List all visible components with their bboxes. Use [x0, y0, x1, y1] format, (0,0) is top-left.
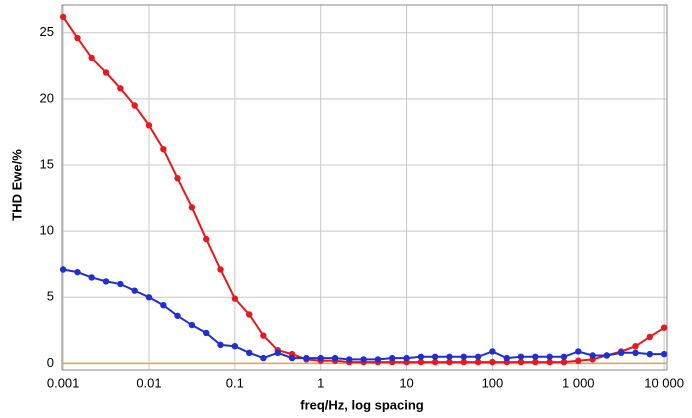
data-point [74, 34, 81, 42]
data-point [489, 348, 496, 355]
x-tick-label: 0.001 [47, 375, 80, 390]
x-tick-label: 0.1 [226, 375, 244, 390]
series-line [62, 268, 665, 361]
x-tick-label: 10 [399, 375, 413, 390]
data-point [575, 357, 582, 364]
data-point [274, 349, 281, 357]
data-point [589, 352, 596, 359]
data-point [145, 122, 153, 129]
data-point [117, 280, 124, 288]
x-tick-label: 1 000 [562, 375, 595, 390]
data-point [446, 353, 453, 360]
y-tick-label: 0 [47, 355, 54, 370]
data-point [417, 353, 425, 360]
data-point [460, 358, 467, 366]
data-point [59, 266, 67, 273]
data-point [489, 358, 496, 366]
data-point [260, 332, 267, 339]
data-point [231, 342, 239, 350]
data-point [431, 358, 439, 366]
data-point [160, 145, 167, 153]
data-point [532, 353, 539, 360]
data-point [188, 321, 196, 329]
data-point [446, 358, 453, 366]
data-point [603, 352, 611, 359]
data-point [646, 333, 654, 341]
data-point [246, 349, 253, 357]
y-axis-label: THD Ewe/% [9, 149, 24, 221]
data-point [503, 354, 510, 362]
data-point [117, 85, 124, 92]
data-point [88, 54, 95, 62]
y-tick-label: 5 [47, 289, 54, 304]
x-tick-label: 1 [317, 375, 324, 390]
data-point [517, 353, 525, 360]
data-point [617, 349, 625, 357]
data-point [474, 353, 482, 360]
data-point [560, 358, 568, 366]
data-point [403, 354, 410, 362]
x-tick-label: 10 000 [644, 375, 684, 390]
data-point [303, 354, 310, 362]
data-point [660, 350, 668, 358]
x-tick-label: 100 [482, 375, 504, 390]
data-point [632, 342, 639, 350]
data-point [102, 278, 110, 285]
data-point [317, 354, 324, 362]
data-point [203, 235, 210, 243]
data-point [575, 348, 582, 355]
data-point [660, 324, 668, 331]
data-point [88, 274, 95, 281]
data-point [246, 311, 253, 318]
data-point [331, 354, 339, 362]
data-point [546, 353, 553, 360]
data-point [145, 294, 153, 301]
data-point [131, 102, 138, 109]
y-tick-label: 10 [40, 223, 54, 238]
data-point [532, 358, 539, 366]
data-point [346, 356, 353, 363]
data-point [474, 358, 482, 366]
data-point [646, 350, 654, 358]
data-point [188, 204, 196, 211]
data-point [131, 287, 138, 294]
series-line [62, 16, 665, 364]
data-point [217, 341, 224, 349]
x-axis-label: freq/Hz, log spacing [300, 397, 424, 412]
data-point [632, 349, 639, 357]
y-tick-label: 20 [40, 90, 54, 105]
data-point [460, 353, 467, 360]
data-point [389, 354, 396, 362]
data-point [217, 266, 224, 273]
data-point [431, 353, 439, 360]
data-point [374, 356, 382, 363]
data-point [160, 301, 167, 309]
data-point [203, 329, 210, 337]
plot-frame [61, 4, 668, 371]
data-point [231, 295, 239, 302]
data-point [174, 312, 181, 319]
data-point [102, 69, 110, 76]
data-point [74, 268, 81, 276]
x-tick-label: 0.01 [136, 375, 161, 390]
data-point [288, 354, 296, 362]
y-tick-label: 15 [40, 156, 54, 171]
data-point [360, 356, 367, 363]
data-point [260, 354, 267, 362]
data-point [560, 353, 568, 360]
y-tick-label: 25 [40, 24, 54, 39]
data-point [417, 358, 425, 366]
data-point [517, 358, 525, 366]
data-point [546, 358, 553, 366]
data-point [59, 13, 67, 21]
data-point [174, 175, 181, 182]
